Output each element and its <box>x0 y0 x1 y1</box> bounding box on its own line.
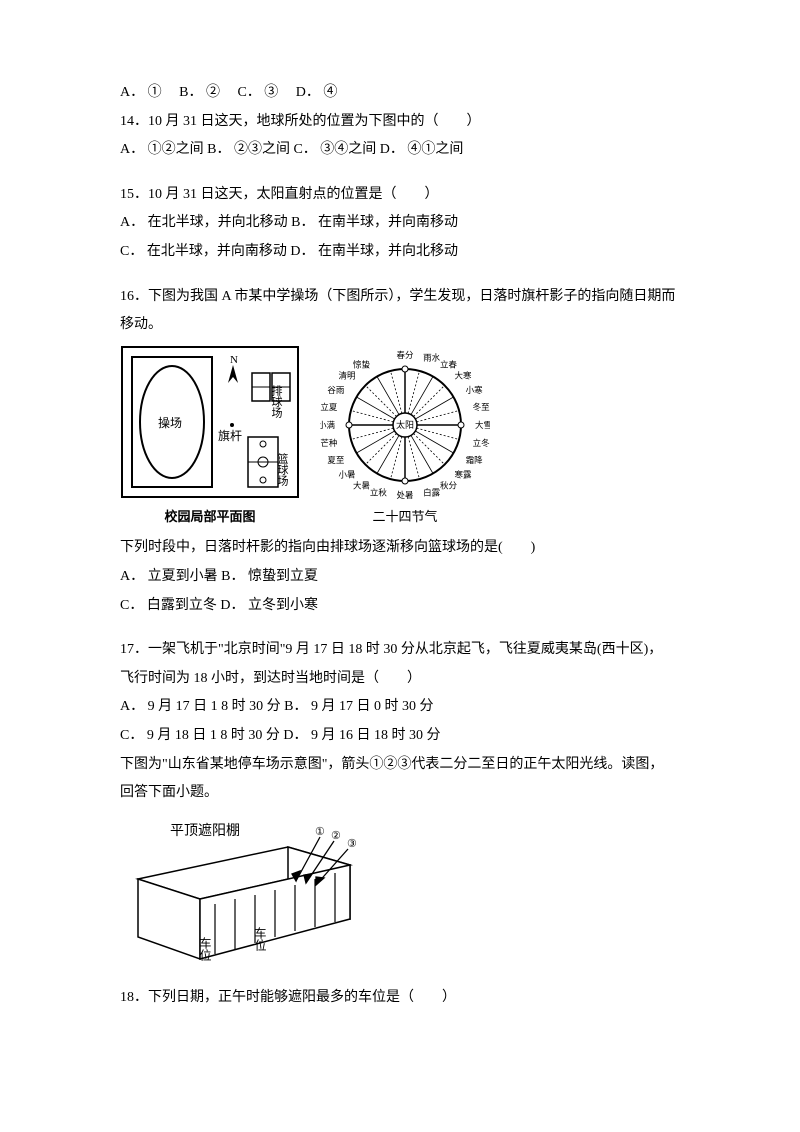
solar-caption: 二十四节气 <box>372 505 437 530</box>
solar-term-label: 立秋 <box>370 487 388 497</box>
solar-term-label: 寒露 <box>454 469 472 479</box>
q16-options-ab: A． 立夏到小暑 B． 惊蛰到立夏 <box>120 564 690 591</box>
solar-term-label: 芒种 <box>320 438 337 448</box>
ray-label-1: ① <box>315 826 325 838</box>
q16-stem-1: 16．下图为我国 A 市某中学操场（下图所示），学生发现，日落时旗杆影子的指向随… <box>120 284 690 311</box>
label-track: 操场 <box>158 415 182 430</box>
solar-term-label: 处暑 <box>396 490 413 500</box>
q18-stem: 18．下列日期，正午时能够遮阳最多的车位是（ ） <box>120 985 690 1012</box>
q15-options-ab: A． 在北半球，并向北移动 B． 在南半球，并向南移动 <box>120 210 690 237</box>
spacer <box>120 268 690 284</box>
campus-caption: 校园局部平面图 <box>164 505 255 530</box>
q13-options: A． ① B． ② C． ③ D． ④ <box>120 80 690 107</box>
solar-term-label: 白露 <box>423 487 441 497</box>
q17-stem-2: 飞行时间为 18 小时，到达时当地时间是（ ） <box>120 666 690 693</box>
campus-map: 操场 N 旗杆 排球场 篮球场 校园局部 <box>120 345 300 530</box>
q15-stem: 15．10 月 31 日这天，太阳直射点的位置是（ ） <box>120 182 690 209</box>
solar-terms-svg: 太阳 春分雨水立春大寒小寒冬至大雪立冬霜降寒露秋分白露处暑立秋大暑小暑 夏至 芒种 小… <box>320 345 490 505</box>
solar-term-label: 霜降 <box>466 455 484 465</box>
q14-options: A． ①②之间 B． ②③之间 C． ③④之间 D． ④①之间 <box>120 137 690 164</box>
q14-stem: 14．10 月 31 日这天，地球所处的位置为下图中的（ ） <box>120 109 690 136</box>
q16-options-cd: C． 白露到立冬 D． 立冬到小寒 <box>120 593 690 620</box>
label-sun: 太阳 <box>396 419 414 430</box>
solar-term-label: 大暑 <box>353 480 370 490</box>
solar-term-label: 秋分 <box>440 480 458 490</box>
spot-label-1: 车位 <box>198 935 212 960</box>
label-volleyball: 排球场 <box>270 383 283 418</box>
solar-term-label: 谷雨 <box>327 385 345 395</box>
spacer <box>120 166 690 182</box>
parking-svg: 平顶遮阳棚 车位 车位 <box>120 819 380 969</box>
solar-term-label: 雨水 <box>423 352 441 362</box>
solar-term-label: 冬至 <box>473 402 490 412</box>
q15-options-cd: C． 在北半球，并向南移动 D． 在南半球，并向北移动 <box>120 239 690 266</box>
q17-stem-1: 17．一架飞机于"北京时间"9 月 17 日 18 时 30 分从北京起飞，飞往… <box>120 637 690 664</box>
solar-term-label: 惊蛰 <box>353 359 371 369</box>
solar-term-label: 立冬 <box>473 438 490 448</box>
solar-term-label: 夏至 <box>327 455 345 465</box>
campus-map-svg: 操场 N 旗杆 排球场 篮球场 <box>120 345 300 505</box>
label-flagpole: 旗杆 <box>218 428 242 443</box>
spot-label-2: 车位 <box>253 925 267 950</box>
solar-term-label: 小暑 <box>338 469 355 479</box>
q16-question: 下列时段中，日落时杆影的指向由排球场逐渐移向篮球场的是( ) <box>120 535 690 562</box>
parking-diagram: 平顶遮阳棚 车位 车位 <box>120 819 690 980</box>
pre18-text-1: 下图为"山东省某地停车场示意图"，箭头①②③代表二分二至日的正午太阳光线。读图， <box>120 752 690 779</box>
q16-diagrams: 操场 N 旗杆 排球场 篮球场 校园局部 <box>120 345 690 530</box>
ray-label-2: ② <box>331 830 341 842</box>
label-north: N <box>230 354 238 366</box>
exam-page: A． ① B． ② C． ③ D． ④ 14．10 月 31 日这天，地球所处的… <box>0 0 800 1132</box>
parking-title: 平顶遮阳棚 <box>170 823 240 839</box>
solar-terms-wheel: 太阳 春分雨水立春大寒小寒冬至大雪立冬霜降寒露秋分白露处暑立秋大暑小暑 夏至 芒种 小… <box>320 345 490 530</box>
solar-term-label: 立夏 <box>320 402 338 412</box>
spacer <box>120 621 690 637</box>
q17-options-ab: A． 9 月 17 日 1 8 时 30 分 B． 9 月 17 日 0 时 3… <box>120 694 690 721</box>
pre18-text-2: 回答下面小题。 <box>120 780 690 807</box>
ray-label-3: ③ <box>347 838 357 850</box>
q17-options-cd: C． 9 月 18 日 1 8 时 30 分 D． 9 月 16 日 18 时 … <box>120 723 690 750</box>
solar-term-label: 大雪 <box>475 420 490 430</box>
spacer <box>120 809 690 819</box>
solar-term-label: 春分 <box>396 350 414 360</box>
solar-term-label: 大寒 <box>454 370 472 380</box>
q16-stem-2: 移动。 <box>120 312 690 339</box>
solar-term-label: 小寒 <box>466 385 484 395</box>
solar-term-label: 立春 <box>440 359 458 369</box>
label-basketball: 篮球场 <box>276 451 289 486</box>
solar-term-label: 清明 <box>338 370 355 380</box>
solar-term-label: 小满 <box>320 420 335 430</box>
